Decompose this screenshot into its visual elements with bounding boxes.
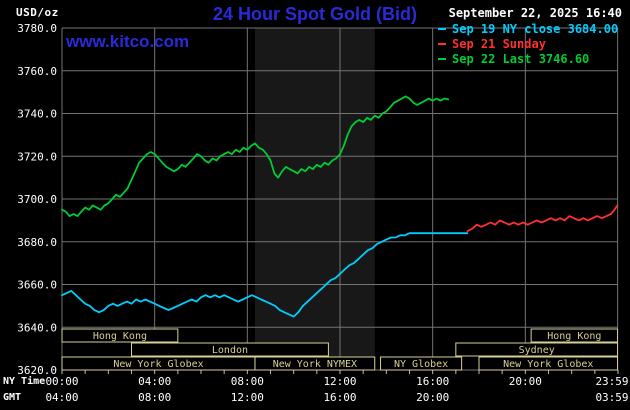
- session-label: New York NYMEX: [273, 359, 357, 370]
- session-box: [478, 356, 619, 371]
- y-tick-label: 3740.0: [17, 108, 57, 121]
- y-tick-label: 3720.0: [17, 150, 57, 163]
- session-box: [131, 342, 329, 357]
- session-box: [254, 356, 376, 371]
- session-box: [61, 328, 179, 343]
- gmt-axis-label: GMT: [3, 392, 22, 403]
- x-tick-label-gmt: 12:00: [231, 391, 264, 404]
- legend-marker: [438, 58, 446, 60]
- x-tick-label-gmt: 16:00: [323, 391, 356, 404]
- y-axis-unit-label: USD/oz: [16, 6, 59, 19]
- legend-item-0: Sep 19 NY close 3684.00: [438, 22, 619, 36]
- x-tick-label-ny: 16:00: [416, 375, 449, 388]
- series-line-sep-22: [61, 95, 450, 218]
- ny-time-axis-label: NY Time: [3, 376, 46, 387]
- session-label: Hong Kong: [93, 331, 147, 342]
- session-box: [380, 356, 463, 371]
- session-box: [455, 342, 619, 357]
- legend-label: Sep 21 Sunday: [452, 37, 546, 51]
- session-label: NY Globex: [394, 359, 448, 370]
- x-tick-label-gmt: 03:59: [595, 391, 628, 404]
- x-tick-label-gmt: 04:00: [45, 391, 78, 404]
- kitco-link[interactable]: www.kitco.com: [66, 32, 190, 51]
- session-label: London: [212, 345, 248, 356]
- y-tick-label: 3760.0: [17, 65, 57, 78]
- y-tick-label: 3680.0: [17, 236, 57, 249]
- datetime-label: September 22, 2025 16:40: [448, 6, 622, 20]
- legend-marker: [438, 28, 446, 30]
- legend-item-1: Sep 21 Sunday: [438, 37, 618, 51]
- x-tick-label-ny: 00:00: [45, 375, 78, 388]
- legend-marker: [438, 43, 446, 45]
- legend-label: Sep 22 Last 3746.60: [452, 52, 590, 66]
- session-label: New York Globex: [503, 359, 593, 370]
- x-tick-label-gmt: 08:00: [138, 391, 171, 404]
- session-label: Sydney: [519, 345, 555, 356]
- session-label: Hong Kong: [547, 331, 601, 342]
- session-box: [530, 328, 619, 343]
- y-tick-label: 3780.0: [17, 22, 57, 35]
- x-tick-label-ny: 23:59: [595, 375, 628, 388]
- legend-item-2: Sep 22 Last 3746.60: [438, 52, 618, 66]
- legend-label: Sep 19 NY close 3684.00: [452, 22, 619, 36]
- y-tick-label: 3640.0: [17, 321, 57, 334]
- y-tick-label: 3700.0: [17, 193, 57, 206]
- x-tick-label-gmt: 20:00: [416, 391, 449, 404]
- series-line-sep-21-sunday: [466, 204, 619, 233]
- chart-title: 24 Hour Spot Gold (Bid): [213, 4, 417, 24]
- x-tick-label-ny: 04:00: [138, 375, 171, 388]
- session-label: New York Globex: [113, 359, 203, 370]
- legend: Sep 19 NY close 3684.00 Sep 21 Sunday Sep …: [438, 22, 619, 66]
- x-tick-label-ny: 12:00: [323, 375, 356, 388]
- x-tick-label-ny: 20:00: [509, 375, 542, 388]
- series-line-sep-19-ny-close: [61, 232, 469, 318]
- y-tick-label: 3620.0: [17, 364, 57, 377]
- y-tick-label: 3660.0: [17, 279, 57, 292]
- x-tick-label-ny: 08:00: [231, 375, 264, 388]
